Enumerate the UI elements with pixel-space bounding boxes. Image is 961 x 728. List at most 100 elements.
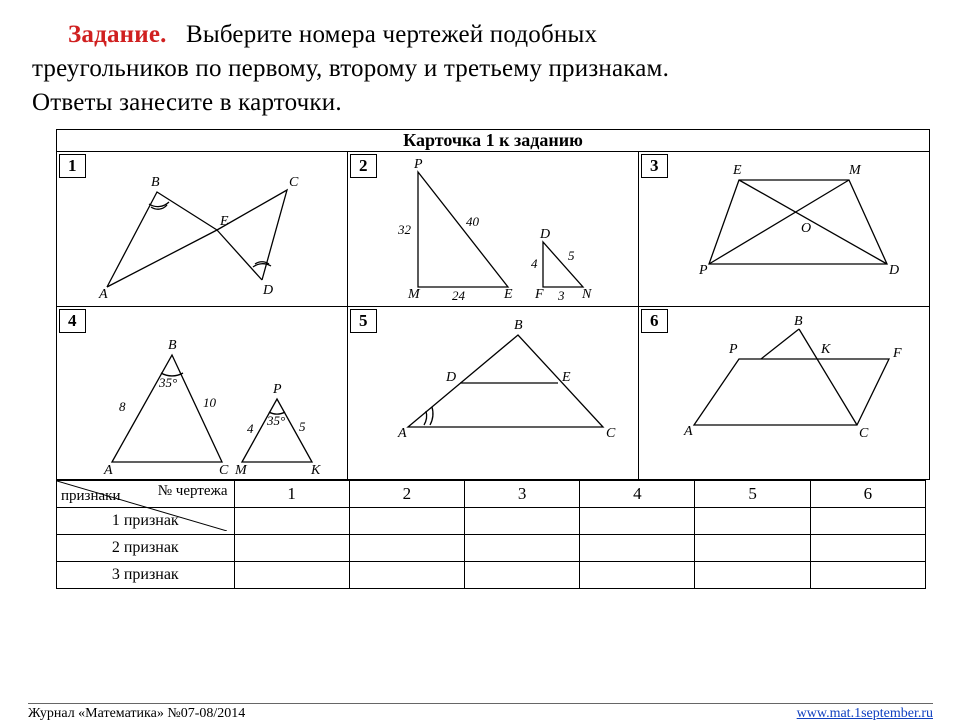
figure-4: 4 A B C M P bbox=[57, 307, 347, 479]
card-title: Карточка 1 к заданию bbox=[57, 130, 930, 152]
answer-cell[interactable] bbox=[349, 535, 464, 562]
figure-1: 1 bbox=[57, 152, 347, 306]
answer-cell[interactable] bbox=[465, 562, 580, 589]
svg-text:M: M bbox=[848, 163, 862, 178]
card-table: Карточка 1 к заданию 1 bbox=[56, 129, 930, 480]
svg-text:A: A bbox=[683, 424, 693, 439]
answer-row-3: 3 признак bbox=[57, 562, 926, 589]
answer-cell[interactable] bbox=[580, 535, 695, 562]
answer-cell[interactable] bbox=[695, 562, 810, 589]
svg-text:40: 40 bbox=[466, 214, 480, 229]
col-2: 2 bbox=[349, 481, 464, 508]
figure-number-6: 6 bbox=[641, 309, 668, 333]
svg-text:B: B bbox=[794, 314, 803, 329]
answer-cell[interactable] bbox=[349, 508, 464, 535]
svg-text:D: D bbox=[262, 283, 273, 298]
svg-text:35°: 35° bbox=[266, 413, 285, 428]
answer-cell[interactable] bbox=[810, 508, 925, 535]
svg-text:5: 5 bbox=[299, 419, 306, 434]
answer-cell[interactable] bbox=[349, 562, 464, 589]
row-label-3: 3 признак bbox=[57, 562, 235, 589]
col-4: 4 bbox=[580, 481, 695, 508]
svg-text:O: O bbox=[801, 221, 811, 236]
svg-text:32: 32 bbox=[397, 222, 412, 237]
answer-row-2: 2 признак bbox=[57, 535, 926, 562]
svg-text:35°: 35° bbox=[158, 375, 177, 390]
figure-5: 5 A B C D E bbox=[348, 307, 638, 479]
answer-cell[interactable] bbox=[465, 508, 580, 535]
svg-text:D: D bbox=[888, 263, 899, 278]
answers-header-diag: № чертежа признаки bbox=[57, 481, 235, 508]
diagram-3: E M P D O bbox=[639, 152, 929, 306]
figure-number-4: 4 bbox=[59, 309, 86, 333]
row-label-2: 2 признак bbox=[57, 535, 235, 562]
diagram-6: A P B K F C bbox=[639, 307, 929, 479]
footer-left: Журнал «Математика» №07-08/2014 bbox=[28, 706, 245, 722]
svg-text:A: A bbox=[397, 426, 407, 441]
footer-link[interactable]: www.mat.1september.ru bbox=[797, 706, 933, 722]
svg-text:C: C bbox=[606, 426, 616, 441]
svg-text:E: E bbox=[732, 163, 742, 178]
page-footer: Журнал «Математика» №07-08/2014 www.mat.… bbox=[28, 703, 933, 722]
figure-2: 2 P M E D F N 32 bbox=[348, 152, 638, 306]
figure-number-3: 3 bbox=[641, 154, 668, 178]
svg-text:K: K bbox=[310, 463, 321, 478]
svg-text:10: 10 bbox=[203, 395, 217, 410]
figure-3: 3 E M P D O bbox=[639, 152, 929, 306]
figure-number-1: 1 bbox=[59, 154, 86, 178]
svg-text:A: A bbox=[98, 287, 108, 302]
answer-cell[interactable] bbox=[810, 562, 925, 589]
svg-text:B: B bbox=[151, 175, 160, 190]
answer-cell[interactable] bbox=[695, 508, 810, 535]
diagram-2: P M E D F N 32 40 24 4 5 3 bbox=[348, 152, 638, 306]
answer-cell[interactable] bbox=[810, 535, 925, 562]
svg-text:D: D bbox=[445, 370, 456, 385]
diagram-4: A B C M P K 8 10 4 5 35° 35° bbox=[57, 307, 347, 479]
task-paragraph: Задание. Выберите номера чертежей подобн… bbox=[32, 18, 929, 119]
svg-text:C: C bbox=[289, 175, 299, 190]
task-label: Задание. bbox=[68, 21, 167, 48]
answer-cell[interactable] bbox=[234, 535, 349, 562]
svg-text:3: 3 bbox=[557, 288, 565, 303]
answer-cell[interactable] bbox=[234, 562, 349, 589]
svg-text:F: F bbox=[892, 346, 902, 361]
svg-text:C: C bbox=[859, 426, 869, 441]
answers-table: № чертежа признаки 1 2 3 4 5 6 1 признак… bbox=[56, 480, 926, 589]
svg-text:4: 4 bbox=[531, 256, 538, 271]
diagram-1: A B C D E bbox=[57, 152, 347, 306]
diag-bot-label: признаки bbox=[61, 488, 120, 505]
figure-number-2: 2 bbox=[350, 154, 377, 178]
col-6: 6 bbox=[810, 481, 925, 508]
task-text-3: Ответы занесите в карточки. bbox=[32, 89, 342, 116]
figure-number-5: 5 bbox=[350, 309, 377, 333]
svg-text:C: C bbox=[219, 463, 229, 478]
svg-text:N: N bbox=[581, 287, 592, 302]
task-text-1: Выберите номера чертежей подобных bbox=[186, 21, 597, 48]
svg-text:P: P bbox=[272, 382, 282, 397]
answer-cell[interactable] bbox=[695, 535, 810, 562]
answer-cell[interactable] bbox=[580, 562, 695, 589]
svg-text:E: E bbox=[503, 287, 513, 302]
svg-text:K: K bbox=[820, 342, 831, 357]
svg-text:M: M bbox=[407, 287, 421, 302]
diag-top-label: № чертежа bbox=[158, 483, 228, 500]
svg-text:E: E bbox=[561, 370, 571, 385]
col-5: 5 bbox=[695, 481, 810, 508]
svg-text:5: 5 bbox=[568, 248, 575, 263]
answer-cell[interactable] bbox=[580, 508, 695, 535]
svg-text:A: A bbox=[103, 463, 113, 478]
svg-text:8: 8 bbox=[119, 399, 126, 414]
svg-text:B: B bbox=[514, 318, 523, 333]
svg-text:E: E bbox=[219, 214, 229, 229]
svg-text:M: M bbox=[234, 463, 248, 478]
answer-cell[interactable] bbox=[465, 535, 580, 562]
svg-text:P: P bbox=[698, 263, 708, 278]
answer-cell[interactable] bbox=[234, 508, 349, 535]
col-3: 3 bbox=[465, 481, 580, 508]
task-text-2: треугольников по первому, второму и трет… bbox=[32, 55, 669, 82]
svg-text:D: D bbox=[539, 227, 550, 242]
col-1: 1 bbox=[234, 481, 349, 508]
svg-text:F: F bbox=[534, 287, 544, 302]
svg-text:B: B bbox=[168, 338, 177, 353]
svg-text:4: 4 bbox=[247, 421, 254, 436]
